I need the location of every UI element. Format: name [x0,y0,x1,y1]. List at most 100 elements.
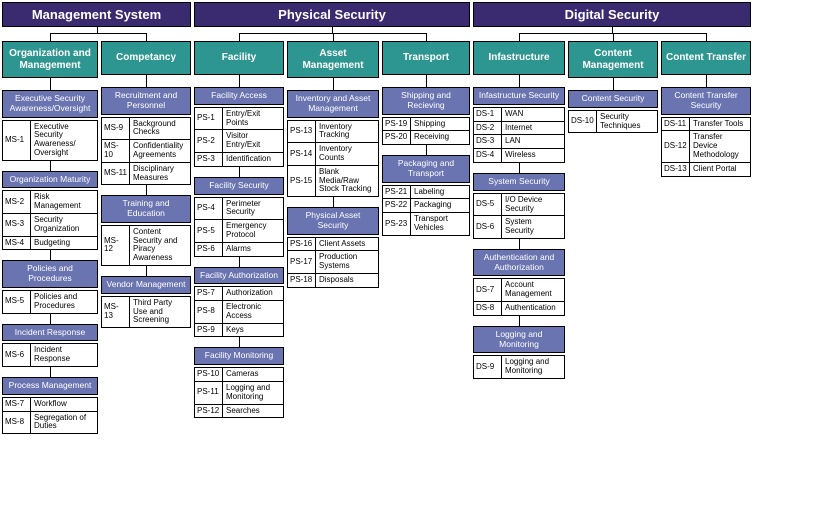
item-row: PS-1Entry/Exit Points [194,107,284,131]
item-label: Logging and Monitoring [223,382,283,404]
item-code: DS-11 [662,118,690,131]
connector-line [146,75,147,87]
item-row: DS-1WAN [473,107,565,122]
group: System SecurityDS-5I/O Device SecurityDS… [473,173,565,239]
items: DS-7Account ManagementDS-8Authentication [473,278,565,315]
item-label: Identification [223,153,283,166]
item-row: DS-13Client Portal [661,163,751,177]
group-header: Physical Asset Security [287,207,379,235]
item-row: DS-3LAN [473,135,565,149]
group-header: Process Management [2,377,98,395]
pillar-header: Digital Security [473,2,751,27]
item-row: DS-8Authentication [473,302,565,316]
item-row: MS-12Content Security and Piracy Awarene… [101,225,191,266]
item-label: Workflow [31,398,97,411]
category: FacilityFacility AccessPS-1Entry/Exit Po… [194,41,284,428]
item-label: Content Security and Piracy Awareness [130,226,190,265]
item-label: Authorization [223,287,283,300]
item-code: DS-3 [474,135,502,148]
item-code: PS-8 [195,301,223,323]
group-header: Inventory and Asset Management [287,90,379,118]
group-header: Executive Security Awareness/Oversight [2,90,98,118]
category-header: Facility [194,41,284,75]
pillar-header: Management System [2,2,191,27]
item-code: DS-6 [474,216,502,238]
item-label: Transport Vehicles [411,213,469,235]
group: Facility MonitoringPS-10CamerasPS-11Logg… [194,347,284,418]
group-header: Logging and Monitoring [473,326,565,354]
item-code: PS-22 [383,199,411,212]
item-label: Entry/Exit Points [223,108,283,130]
item-code: DS-10 [569,111,597,133]
item-code: MS-8 [3,412,31,434]
group-header: Content Transfer Security [661,87,751,115]
group: Physical Asset SecurityPS-16Client Asset… [287,207,379,288]
group: Logging and MonitoringDS-9Logging and Mo… [473,326,565,379]
item-code: PS-3 [195,153,223,166]
group-header: Organization Maturity [2,171,98,189]
item-label: Risk Management [31,191,97,213]
items: MS-5Policies and Procedures [2,290,98,314]
group: Policies and ProceduresMS-5Policies and … [2,260,98,313]
category-header: Content Transfer [661,41,751,75]
item-row: PS-13Inventory Tracking [287,120,379,144]
connector-line [333,78,334,90]
item-row: DS-10Security Techniques [568,110,658,134]
item-row: MS-3Security Organization [2,214,98,237]
group-header: Training and Education [101,195,191,223]
items: PS-21LabelingPS-22PackagingPS-23Transpor… [382,185,470,236]
item-row: DS-2Internet [473,122,565,136]
connector-line [146,33,147,41]
category-header: Transport [382,41,470,75]
category-header: Competancy [101,41,191,75]
item-label: Background Checks [130,118,190,140]
group-header: Content Security [568,90,658,108]
item-label: Transfer Device Methodology [690,131,750,161]
item-label: Receiving [411,131,469,144]
item-label: Labeling [411,186,469,199]
groups: Executive Security Awareness/Oversight MS… [2,90,98,434]
item-row: PS-12Searches [194,405,284,419]
item-code: PS-16 [288,238,316,251]
items: PS-19ShippingPS-20Receiving [382,117,470,146]
connector-line [239,167,240,177]
group: Content Transfer SecurityDS-11Transfer T… [661,87,751,177]
item-code: MS-10 [102,140,130,162]
group: Inventory and Asset ManagementPS-13Inven… [287,90,379,197]
item-row: PS-17Production Systems [287,251,379,274]
item-code: DS-7 [474,279,502,301]
connector-line [146,185,147,195]
item-label: Confidentiality Agreements [130,140,190,162]
item-label: Account Management [502,279,564,301]
connector-line [519,33,520,41]
items: MS-2Risk ManagementMS-3Security Organiza… [2,190,98,250]
item-label: Logging and Monitoring [502,356,564,378]
items: PS-7AuthorizationPS-8Electronic AccessPS… [194,286,284,337]
items: DS-5I/O Device SecurityDS-6System Securi… [473,193,565,239]
category-header: Organization and Management [2,41,98,78]
item-code: PS-18 [288,274,316,287]
item-row: PS-21Labeling [382,185,470,200]
group-header: Authentication and Authorization [473,249,565,277]
item-row: PS-20Receiving [382,131,470,145]
connector-line [706,75,707,87]
item-label: Searches [223,405,283,418]
item-row: PS-2Visitor Entry/Exit [194,130,284,153]
items: MS-12Content Security and Piracy Awarene… [101,225,191,266]
connector-line [146,266,147,276]
items: PS-1Entry/Exit PointsPS-2Visitor Entry/E… [194,107,284,167]
item-label: Packaging [411,199,469,212]
item-code: PS-15 [288,166,316,196]
item-label: Inventory Tracking [316,121,378,143]
item-row: PS-22Packaging [382,199,470,213]
group: Organization MaturityMS-2Risk Management… [2,171,98,251]
item-label: I/O Device Security [502,194,564,216]
connector-line [426,145,427,155]
item-label: Alarms [223,243,283,256]
connector-line [50,367,51,377]
category-header: Asset Management [287,41,379,78]
category: Organization and Management Executive Sec… [2,41,98,444]
item-label: Client Portal [690,163,750,176]
pillar: Digital SecurityInfastructureInfastructu… [473,2,751,444]
item-row: DS-5I/O Device Security [473,193,565,217]
